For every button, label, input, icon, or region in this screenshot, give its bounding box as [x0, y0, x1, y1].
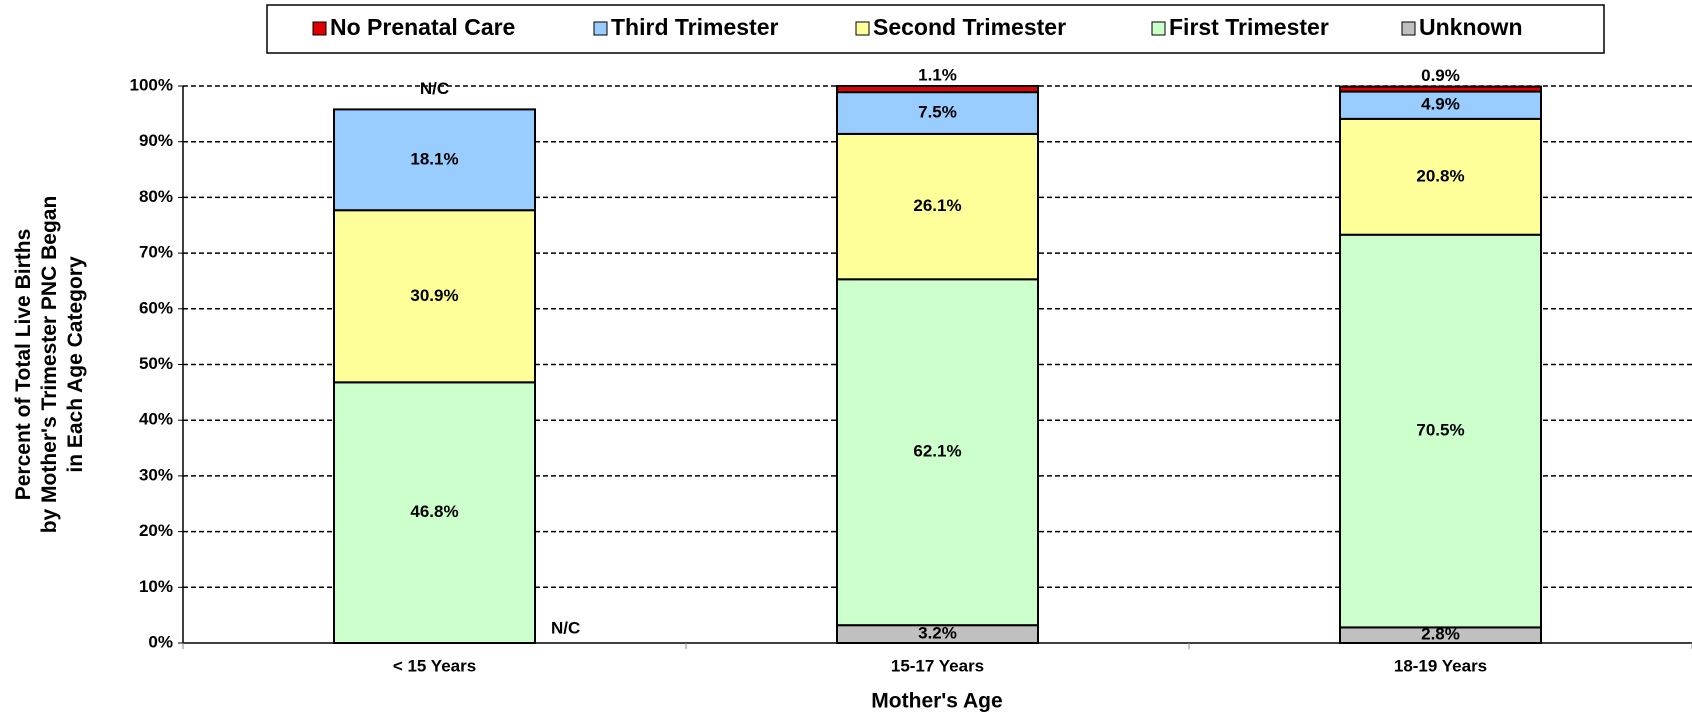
y-axis-title-line: Percent of Total Live Births — [12, 229, 35, 501]
bar-segment — [1339, 90, 1542, 120]
legend-swatch — [312, 21, 327, 36]
x-tick-label: 18-19 Years — [1394, 656, 1487, 675]
y-tick-label: 100% — [130, 75, 173, 94]
x-axis-title: Mother's Age — [871, 690, 1002, 713]
data-label: 0.9% — [1421, 66, 1460, 85]
legend-swatch — [855, 21, 870, 36]
y-tick-label: 90% — [139, 131, 173, 150]
y-tick-label: 60% — [139, 298, 173, 317]
data-label: 3.2% — [918, 624, 957, 643]
y-axis-title: Percent of Total Live Births by Mother's … — [12, 196, 87, 534]
data-label: 2.8% — [1421, 625, 1460, 644]
legend-swatch — [1151, 21, 1166, 36]
bar-segment — [1339, 117, 1542, 236]
bar-segment — [836, 85, 1039, 94]
y-tick-label: 70% — [139, 243, 173, 262]
y-tick-label: 50% — [139, 354, 173, 373]
y-axis-title-line: by Mother's Trimester PNC Began — [38, 196, 61, 534]
bar-segment — [836, 132, 1039, 281]
legend-label: First Trimester — [1169, 14, 1329, 40]
legend-box — [266, 4, 1605, 54]
data-label: N/C — [551, 618, 580, 637]
y-tick-label: 80% — [139, 187, 173, 206]
legend-swatch — [1401, 21, 1416, 36]
data-label: N/C — [420, 79, 449, 98]
bar-segment — [836, 278, 1039, 627]
bar-segment — [1339, 85, 1542, 93]
y-tick-label: 40% — [139, 410, 173, 429]
y-axis-title-line: in Each Age Category — [64, 256, 87, 473]
data-label: 46.8% — [410, 502, 458, 521]
x-tick-label: 15-17 Years — [891, 656, 984, 675]
data-label: 70.5% — [1416, 421, 1464, 440]
y-tick-label: 30% — [139, 465, 173, 484]
data-label: 62.1% — [913, 442, 961, 461]
data-label: 4.9% — [1421, 95, 1460, 114]
legend-label: Third Trimester — [611, 14, 778, 40]
y-tick-label: 20% — [139, 521, 173, 540]
bar-segment — [333, 381, 536, 644]
data-label: 26.1% — [913, 196, 961, 215]
y-tick-label: 0% — [148, 632, 173, 651]
y-tick-label: 10% — [139, 577, 173, 596]
bar-segment — [333, 209, 536, 384]
legend-label: No Prenatal Care — [330, 14, 515, 40]
legend-swatch — [593, 21, 608, 36]
data-label: 18.1% — [410, 149, 458, 168]
legend-label: Unknown — [1419, 14, 1523, 40]
bar-segment — [1339, 233, 1542, 629]
bar-segment — [836, 91, 1039, 135]
data-label: 30.9% — [410, 286, 458, 305]
data-label: 7.5% — [918, 102, 957, 121]
x-tick-label: < 15 Years — [393, 656, 476, 675]
data-label: 1.1% — [918, 65, 957, 84]
legend-label: Second Trimester — [873, 14, 1066, 40]
bar-segment — [333, 108, 536, 212]
data-label: 20.8% — [1416, 166, 1464, 185]
